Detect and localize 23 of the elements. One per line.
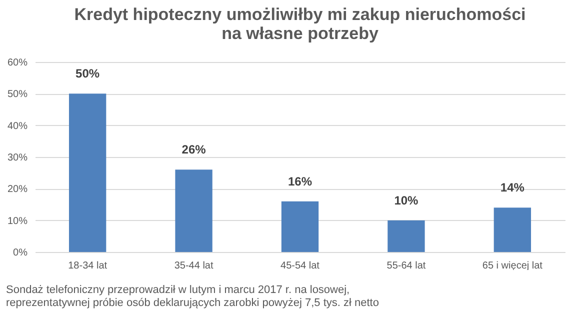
chart-title: Kredyt hipoteczny umożliwiłby mi zakup nieruchomości na własne potrzeby xyxy=(74,5,526,43)
data-label: 50% xyxy=(76,66,100,81)
data-label: 14% xyxy=(500,180,525,195)
text: Sondaż telefoniczny przeprowadził w lutym i marcu 2017 r. na losowej, reprezentatywnej próbie osób deklarujących zarobki powyżej 7,5 tys. zł netto xyxy=(6,284,380,310)
data-label: 26% xyxy=(182,142,206,157)
data-label: 16% xyxy=(288,174,312,188)
bar xyxy=(281,201,319,252)
bar xyxy=(175,170,212,252)
y-tick-label: 10% xyxy=(7,216,28,227)
x-tick-label: 18-34 lat xyxy=(68,260,108,272)
y-tick-label: 50% xyxy=(7,89,28,100)
y-tick-label: 20% xyxy=(7,184,28,196)
data-label: 10% xyxy=(394,193,419,208)
bar xyxy=(494,208,532,252)
x-tick-label: 55-64 lat xyxy=(386,260,426,272)
bar xyxy=(68,94,106,252)
y-tick-label: 40% xyxy=(7,120,28,132)
x-tick-label: 45-54 lat xyxy=(280,260,320,272)
y-tick-label: 60% xyxy=(7,58,28,68)
y-tick-label: 0% xyxy=(13,248,28,258)
bar xyxy=(388,220,425,252)
x-tick-label: 35-44 lat xyxy=(174,260,214,272)
y-tick-label: 30% xyxy=(7,152,28,164)
